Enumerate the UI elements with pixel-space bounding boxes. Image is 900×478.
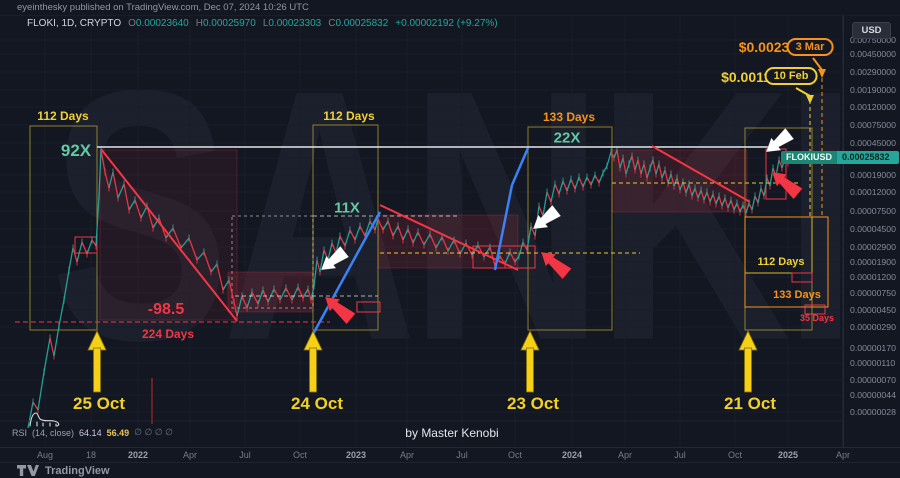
current-price-tag: FLOKIUSD 0.00025832 — [781, 151, 899, 164]
time-tick: Apr — [182, 450, 198, 460]
price-tick: 0.00000070 — [850, 375, 896, 385]
rsi-ma-value: 56.49 — [106, 427, 130, 438]
price-tick: 0.00000110 — [850, 358, 896, 368]
price-tick: 0.00075000 — [850, 120, 896, 130]
price-tick: 0.00019000 — [850, 170, 896, 180]
currency-toggle-button[interactable]: USD — [852, 22, 891, 39]
ohlc-open: O0.00023640 — [128, 18, 189, 29]
symbol-legend[interactable]: FLOKI, 1D, CRYPTO O0.00023640 H0.0002597… — [27, 18, 498, 29]
price-tick: 0.00000290 — [850, 322, 896, 332]
price-tag-value: 0.00025832 — [837, 151, 899, 164]
cycle-boxes — [29, 124, 829, 331]
price-tick: 0.00000044 — [850, 390, 896, 400]
tradingview-logo-icon[interactable] — [17, 465, 39, 477]
change-value: +0.00002192 (+9.27%) — [395, 18, 498, 29]
price-tick: 0.00450000 — [850, 49, 896, 59]
rsi-empty-values: ∅ ∅ ∅ ∅ — [134, 427, 173, 437]
ohlc-close: C0.00025832 — [328, 18, 389, 29]
time-tick: Aug — [36, 450, 54, 460]
price-axis[interactable]: 0.00750000 0.00450000 0.00290000 0.00190000… — [843, 15, 900, 447]
dino-doodle-icon — [29, 412, 60, 427]
rsi-value: 64.14 — [79, 427, 102, 438]
yellow-cycle-arrows — [87, 330, 758, 393]
published-text: eyeinthesky published on TradingView.com… — [17, 2, 309, 13]
price-tick: 0.00004500 — [850, 224, 896, 234]
time-tick: 2024 — [561, 450, 583, 460]
rsi-params: (14, close) — [32, 427, 75, 438]
time-tick: Oct — [507, 450, 523, 460]
price-tick: 0.00045000 — [850, 138, 896, 148]
time-tick: 18 — [85, 450, 97, 460]
time-tick: Jul — [674, 450, 686, 460]
price-tick: 0.00001900 — [850, 257, 896, 267]
tradingview-brand-text[interactable]: TradingView — [45, 465, 110, 477]
price-tick: 0.00190000 — [850, 85, 896, 95]
time-tick: Apr — [835, 450, 851, 460]
price-tick: 0.00002900 — [850, 242, 896, 252]
time-tick: Jul — [239, 450, 251, 460]
rsi-legend[interactable]: RSI (14, close) 64.14 56.49 ∅ ∅ ∅ ∅ — [12, 427, 173, 438]
price-tick: 0.00001200 — [850, 272, 896, 282]
price-tick: 0.00120000 — [850, 102, 896, 112]
time-tick: 2023 — [345, 450, 367, 460]
time-tick: Apr — [617, 450, 633, 460]
time-axis[interactable]: Aug 18 2022 Apr Jul Oct 2023 Apr Jul Oct 2024 Apr Ju… — [0, 447, 900, 463]
price-tick: 0.00000750 — [850, 288, 896, 298]
time-tick: 2025 — [777, 450, 799, 460]
symbol-title[interactable]: FLOKI, 1D, CRYPTO — [27, 18, 122, 29]
price-tick: 0.00290000 — [850, 67, 896, 77]
author-credit: by Master Kenobi — [405, 426, 499, 440]
time-tick: Jul — [456, 450, 468, 460]
price-tick: 0.00000450 — [850, 305, 896, 315]
footer-bar: TradingView — [0, 462, 900, 478]
price-tick: 0.00000028 — [850, 407, 896, 417]
price-tick: 0.00012000 — [850, 187, 896, 197]
time-tick: 2022 — [127, 450, 149, 460]
pointer-arrows — [320, 127, 803, 325]
ohlc-high: H0.00025970 — [195, 18, 256, 29]
callout-tails — [795, 57, 826, 104]
price-tick: 0.00000170 — [850, 343, 896, 353]
price-tag-symbol: FLOKIUSD — [781, 151, 837, 164]
price-tick: 0.00007500 — [850, 206, 896, 216]
time-tick: Oct — [292, 450, 308, 460]
price-tick: 0.00750000 — [850, 35, 896, 45]
published-bar: eyeinthesky published on TradingView.com… — [0, 0, 900, 16]
time-tick: Oct — [727, 450, 743, 460]
rsi-title: RSI — [12, 427, 28, 438]
ohlc-low: L0.00023303 — [262, 18, 322, 29]
time-tick: Apr — [399, 450, 415, 460]
